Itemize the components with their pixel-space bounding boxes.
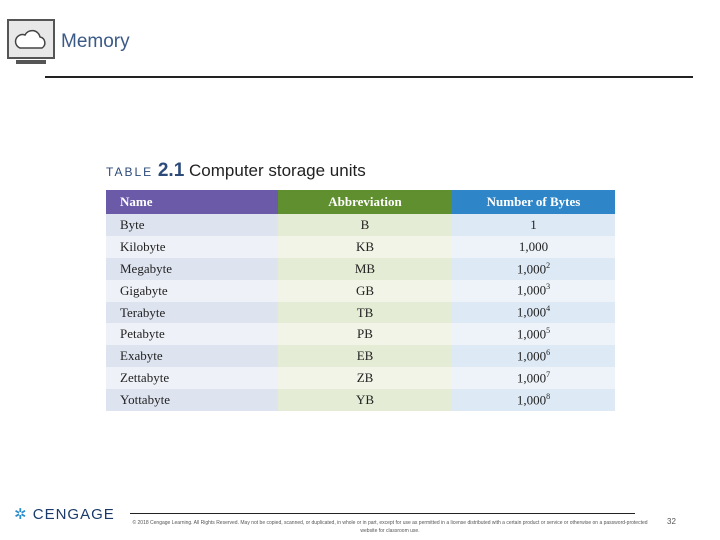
bytes-cell: 1,0008 [452, 389, 615, 412]
cloud-icon [7, 19, 55, 64]
bytes-cell: 1,0005 [452, 323, 615, 346]
bytes-value: 1,000 [516, 392, 547, 408]
bytes-exponent: 3 [546, 282, 551, 292]
abbreviation-cell: PB [278, 323, 452, 346]
column-header: Number of Bytes [452, 190, 615, 214]
abbreviation-cell: EB [278, 345, 452, 368]
title-rule [45, 76, 693, 78]
name-cell: Zettabyte [106, 367, 278, 390]
table-label: TABLE [106, 165, 154, 179]
slide-title: Memory [61, 31, 130, 52]
logo-text: CENGAGE [32, 506, 115, 523]
logo: ✲ CENGAGE [14, 506, 115, 523]
table-row: Megabyte MB 1,0002 [106, 257, 615, 280]
table-row: Zettabyte ZB 1,0007 [106, 367, 615, 390]
abbreviation-cell: ZB [278, 367, 452, 390]
abbreviation-cell: YB [278, 389, 452, 412]
bytes-exponent: 2 [546, 260, 551, 270]
copyright: © 2018 Cengage Learning. All Rights Rese… [132, 520, 648, 534]
column-header: Abbreviation [278, 190, 452, 214]
name-cell: Byte [106, 214, 278, 236]
table-row: Exabyte EB 1,0006 [106, 345, 615, 368]
table-number: 2.1 [157, 160, 185, 181]
abbreviation-cell: TB [278, 301, 452, 324]
name-cell: Gigabyte [106, 279, 278, 302]
abbreviation-cell: GB [278, 279, 452, 302]
bytes-value: 1,000 [516, 260, 547, 276]
bytes-exponent: 8 [546, 391, 551, 401]
bytes-cell: 1,0006 [452, 345, 615, 368]
table-row: Kilobyte KB 1,000 [106, 235, 615, 258]
bytes-value: 1,000 [516, 348, 547, 364]
name-cell: Exabyte [106, 345, 278, 368]
table-row: Terabyte TB 1,0004 [106, 301, 615, 324]
table-caption: TABLE 2.1 Computer storage units [106, 160, 366, 182]
bytes-value: 1,000 [516, 326, 547, 342]
bytes-cell: 1,0003 [452, 279, 615, 302]
bytes-exponent: 4 [546, 304, 551, 314]
bytes-cell: 1,0007 [452, 367, 615, 390]
bytes-value: 1,000 [516, 304, 547, 320]
bytes-value: 1 [530, 216, 537, 232]
table-row: Byte B 1 [106, 214, 615, 236]
table-row: Yottabyte YB 1,0008 [106, 389, 615, 412]
bytes-cell: 1,0004 [452, 301, 615, 324]
bytes-cell: 1,000 [452, 235, 615, 258]
abbreviation-cell: B [278, 214, 452, 236]
abbreviation-cell: MB [278, 257, 452, 280]
caption-text: Computer storage units [189, 161, 366, 180]
name-cell: Yottabyte [106, 389, 278, 412]
bytes-cell: 1,0002 [452, 257, 615, 280]
bytes-exponent: 6 [546, 348, 551, 358]
bytes-exponent: 7 [546, 370, 551, 380]
page-number: 32 [667, 517, 676, 526]
name-cell: Kilobyte [106, 235, 278, 258]
name-cell: Terabyte [106, 301, 278, 324]
footer-rule [130, 513, 635, 514]
table-row: Petabyte PB 1,0005 [106, 323, 615, 346]
storage-table: Name Abbreviation Number of Bytes Byte B 1… [106, 190, 615, 412]
bytes-value: 1,000 [516, 282, 547, 298]
bytes-value: 1,000 [516, 370, 547, 386]
abbreviation-cell: KB [278, 235, 452, 258]
bytes-cell: 1 [452, 214, 615, 236]
bytes-exponent: 5 [546, 326, 551, 336]
bytes-value: 1,000 [518, 238, 549, 254]
table-row: Gigabyte GB 1,0003 [106, 279, 615, 302]
column-header: Name [106, 190, 278, 214]
name-cell: Petabyte [106, 323, 278, 346]
name-cell: Megabyte [106, 257, 278, 280]
